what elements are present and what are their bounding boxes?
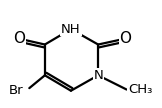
Text: O: O: [119, 31, 131, 46]
Text: N: N: [93, 69, 103, 82]
Text: CH₃: CH₃: [128, 83, 152, 96]
Text: Br: Br: [9, 84, 23, 97]
Text: O: O: [13, 31, 25, 46]
Text: NH: NH: [61, 23, 81, 36]
